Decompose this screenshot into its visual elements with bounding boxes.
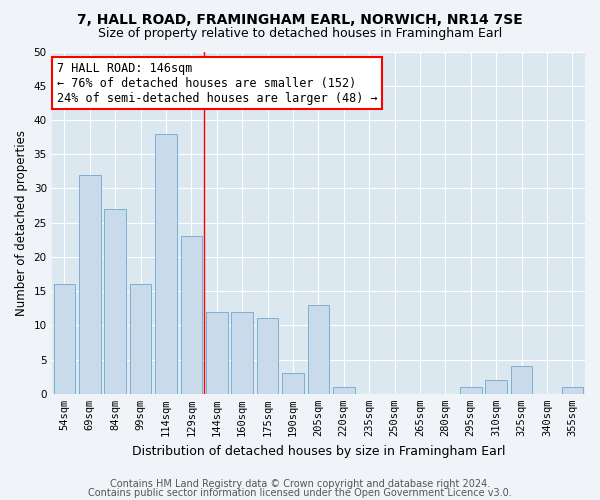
- X-axis label: Distribution of detached houses by size in Framingham Earl: Distribution of detached houses by size …: [131, 444, 505, 458]
- Bar: [104, 209, 126, 394]
- Bar: [53, 284, 75, 394]
- Text: Contains HM Land Registry data © Crown copyright and database right 2024.: Contains HM Land Registry data © Crown c…: [110, 479, 490, 489]
- Bar: [511, 366, 532, 394]
- Bar: [485, 380, 507, 394]
- Bar: [206, 312, 227, 394]
- Bar: [181, 236, 202, 394]
- Text: Contains public sector information licensed under the Open Government Licence v3: Contains public sector information licen…: [88, 488, 512, 498]
- Bar: [460, 387, 482, 394]
- Bar: [333, 387, 355, 394]
- Bar: [79, 174, 101, 394]
- Bar: [130, 284, 151, 394]
- Text: 7 HALL ROAD: 146sqm
← 76% of detached houses are smaller (152)
24% of semi-detac: 7 HALL ROAD: 146sqm ← 76% of detached ho…: [57, 62, 377, 105]
- Bar: [308, 305, 329, 394]
- Bar: [257, 318, 278, 394]
- Text: 7, HALL ROAD, FRAMINGHAM EARL, NORWICH, NR14 7SE: 7, HALL ROAD, FRAMINGHAM EARL, NORWICH, …: [77, 12, 523, 26]
- Bar: [562, 387, 583, 394]
- Bar: [232, 312, 253, 394]
- Bar: [282, 374, 304, 394]
- Y-axis label: Number of detached properties: Number of detached properties: [15, 130, 28, 316]
- Bar: [155, 134, 177, 394]
- Text: Size of property relative to detached houses in Framingham Earl: Size of property relative to detached ho…: [98, 28, 502, 40]
